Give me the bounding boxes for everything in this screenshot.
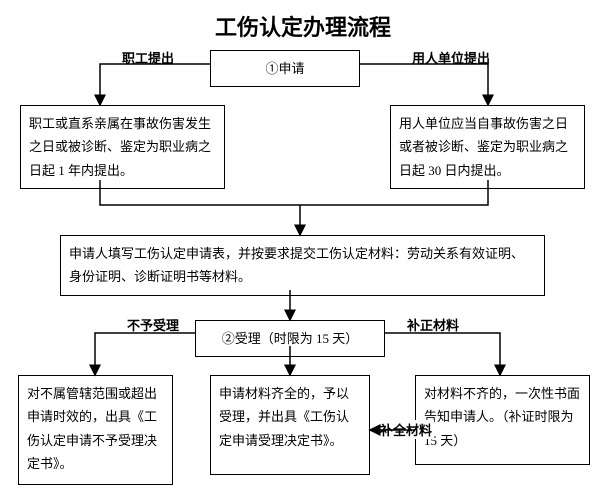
node-materials: 申请人填写工伤认定申请表，并按要求提交工伤认定材料：劳动关系有效证明、身份证明、… bbox=[60, 235, 545, 296]
node-employee-deadline: 职工或直系亲属在事故伤害发生之日或被诊断、鉴定为职业病之日起 1 年内提出。 bbox=[20, 105, 225, 189]
edge-label-supplement: 补正材料 bbox=[405, 315, 461, 334]
node-apply: ①申请 bbox=[210, 50, 360, 87]
node-employer-deadline: 用人单位应当自事故伤害之日或者被诊断、鉴定为职业病之日起 30 日内提出。 bbox=[390, 105, 585, 189]
edge-label-not-accepted: 不予受理 bbox=[125, 315, 181, 334]
page-title: 工伤认定办理流程 bbox=[0, 10, 606, 42]
node-accept-decision: 申请材料齐全的，予以受理，并出具《工伤认定申请受理决定书》。 bbox=[210, 375, 370, 475]
node-supplement-notice: 对材料不齐的，一次性书面告知申请人。（补证时限为 15 天） bbox=[415, 375, 590, 465]
edge-label-employer-submit: 用人单位提出 bbox=[410, 48, 492, 67]
edge-label-supplement-complete: 补全材料 bbox=[378, 420, 434, 439]
node-reject-decision: 对不属管辖范围或超出申请时效的，出具《工伤认定申请不予受理决定书》。 bbox=[18, 375, 173, 485]
edge-label-employee-submit: 职工提出 bbox=[120, 48, 176, 67]
node-accept: ②受理（时限为 15 天） bbox=[195, 320, 385, 357]
